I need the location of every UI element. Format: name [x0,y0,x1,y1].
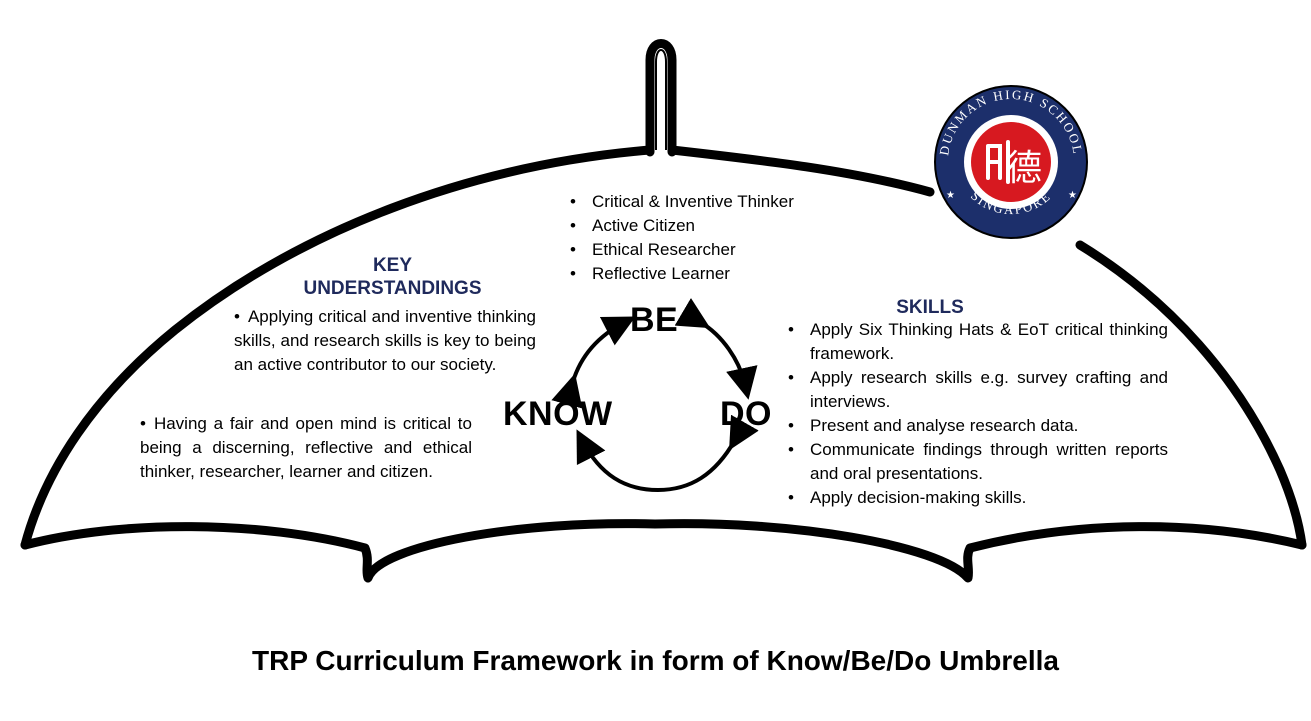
arrow-know-be [551,316,636,409]
school-logo: DUNMAN HIGH SCHOOL SINGAPORE ★ ★ 德 [933,84,1089,240]
key-understanding-text: Applying critical and inventive thinking… [234,307,536,374]
skills-list: Apply Six Thinking Hats & EoT critical t… [784,318,1168,510]
logo-emblem-icon [986,140,1010,184]
umbrella-tip [645,39,677,157]
umbrella-canopy [20,145,655,550]
skills-heading: SKILLS [896,297,964,318]
list-item: Active Citizen [566,214,886,238]
key-understanding-text: Having a fair and open mind is critical … [140,414,472,481]
logo-star-icon: ★ [1068,190,1077,201]
list-item: Apply decision-making skills. [784,486,1168,510]
logo-center-glyph: 德 [1006,148,1042,189]
logo-red-disc [971,122,1051,202]
list-item: Critical & Inventive Thinker [566,190,886,214]
list-item: Apply Six Thinking Hats & EoT critical t… [784,318,1168,366]
list-item: Present and analyse research data. [784,414,1168,438]
umbrella-bottom-edge [20,519,1307,583]
page-caption: TRP Curriculum Framework in form of Know… [252,645,1059,676]
arrow-be-do [674,298,758,400]
list-item: Reflective Learner [566,262,886,286]
key-understanding-point: • Having a fair and open mind is critical… [140,414,472,481]
arrow-do-know [576,414,759,493]
list-item: Communicate findings through written rep… [784,438,1168,486]
list-item: Apply research skills e.g. survey crafti… [784,366,1168,414]
umbrella-canopy-right [667,145,1307,550]
heading-line: KEY [372,255,413,276]
logo-star-icon: ★ [946,190,955,201]
key-understanding-point: • Applying critical and inventive thinkin… [234,307,536,374]
list-item: Ethical Researcher [566,238,886,262]
be-label: BE [630,301,679,339]
heading-line: UNDERSTANDINGS [303,278,482,299]
key-understandings-heading: KEY UNDERSTANDINGS [280,254,505,300]
be-list: Critical & Inventive Thinker Active Citi… [566,190,886,286]
know-label: KNOW [503,395,613,433]
do-label: DO [720,395,772,433]
